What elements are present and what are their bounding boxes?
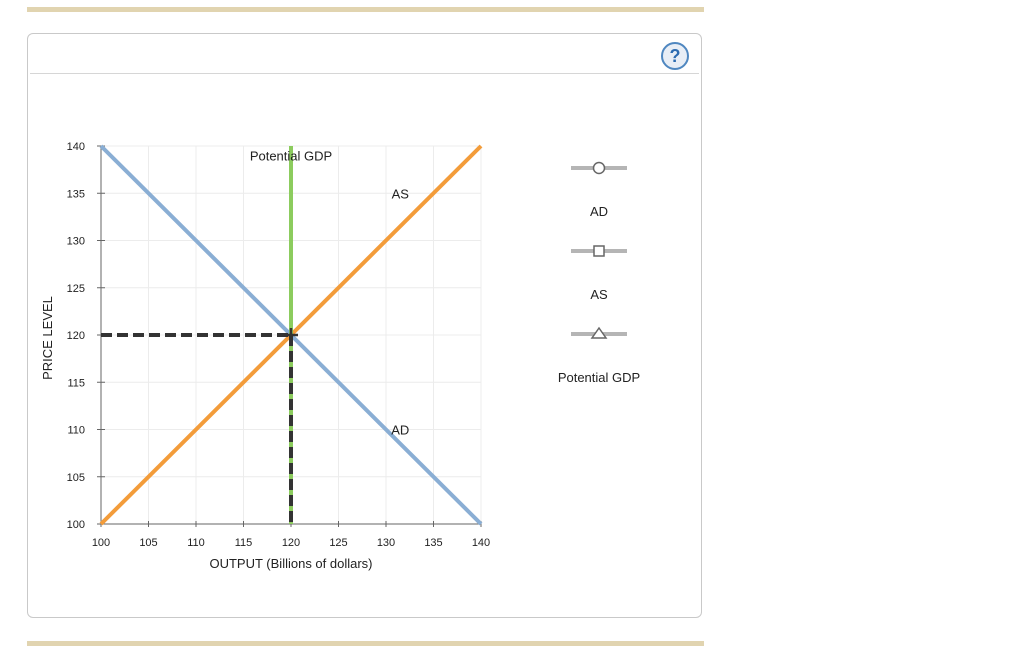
ad-curve-label: AD bbox=[391, 423, 409, 438]
y-tick-label: 140 bbox=[67, 141, 85, 153]
help-button[interactable]: ? bbox=[661, 42, 689, 70]
x-tick-label: 130 bbox=[377, 537, 395, 549]
legend-label-potential-gdp: Potential GDP bbox=[558, 370, 640, 385]
as-curve-label: AS bbox=[392, 186, 410, 201]
x-tick-label: 100 bbox=[92, 537, 110, 549]
y-tick-label: 120 bbox=[67, 330, 85, 342]
x-tick-label: 105 bbox=[139, 537, 157, 549]
y-axis-label: PRICE LEVEL bbox=[40, 296, 55, 380]
potential-gdp-curve-label: Potential GDP bbox=[250, 148, 332, 163]
y-tick-label: 105 bbox=[67, 472, 85, 484]
y-tick-label: 130 bbox=[67, 236, 85, 248]
x-tick-label: 115 bbox=[235, 537, 253, 549]
graph-card: ? bbox=[27, 33, 702, 618]
curve-labels: AD AS Potential GDP bbox=[250, 148, 409, 437]
x-tick-label: 140 bbox=[472, 537, 490, 549]
y-tick-label: 100 bbox=[67, 519, 85, 531]
card-header-divider bbox=[30, 73, 699, 74]
x-tick-label: 135 bbox=[424, 537, 442, 549]
legend-triangle-icon bbox=[590, 326, 608, 339]
legend-square-icon bbox=[593, 245, 605, 257]
legend-circle-icon bbox=[592, 161, 606, 175]
bottom-rule bbox=[27, 641, 704, 646]
y-tick-label: 135 bbox=[67, 188, 85, 200]
legend: AD AS Potential GDP bbox=[558, 161, 640, 385]
y-tick-label: 115 bbox=[67, 377, 85, 389]
x-tick-label: 120 bbox=[282, 537, 300, 549]
axes: 100 105 110 115 120 125 130 135 140 100 105 110 115 1… bbox=[67, 141, 491, 549]
x-tick-label: 110 bbox=[187, 537, 205, 549]
x-tick-label: 125 bbox=[329, 537, 347, 549]
top-rule bbox=[27, 7, 704, 12]
equilibrium-markers bbox=[101, 328, 298, 524]
x-axis-label: OUTPUT (Billions of dollars) bbox=[209, 556, 372, 571]
y-tick-label: 110 bbox=[67, 425, 85, 437]
y-tick-label: 125 bbox=[67, 283, 85, 295]
legend-label-ad: AD bbox=[590, 204, 608, 219]
legend-label-as: AS bbox=[590, 287, 608, 302]
